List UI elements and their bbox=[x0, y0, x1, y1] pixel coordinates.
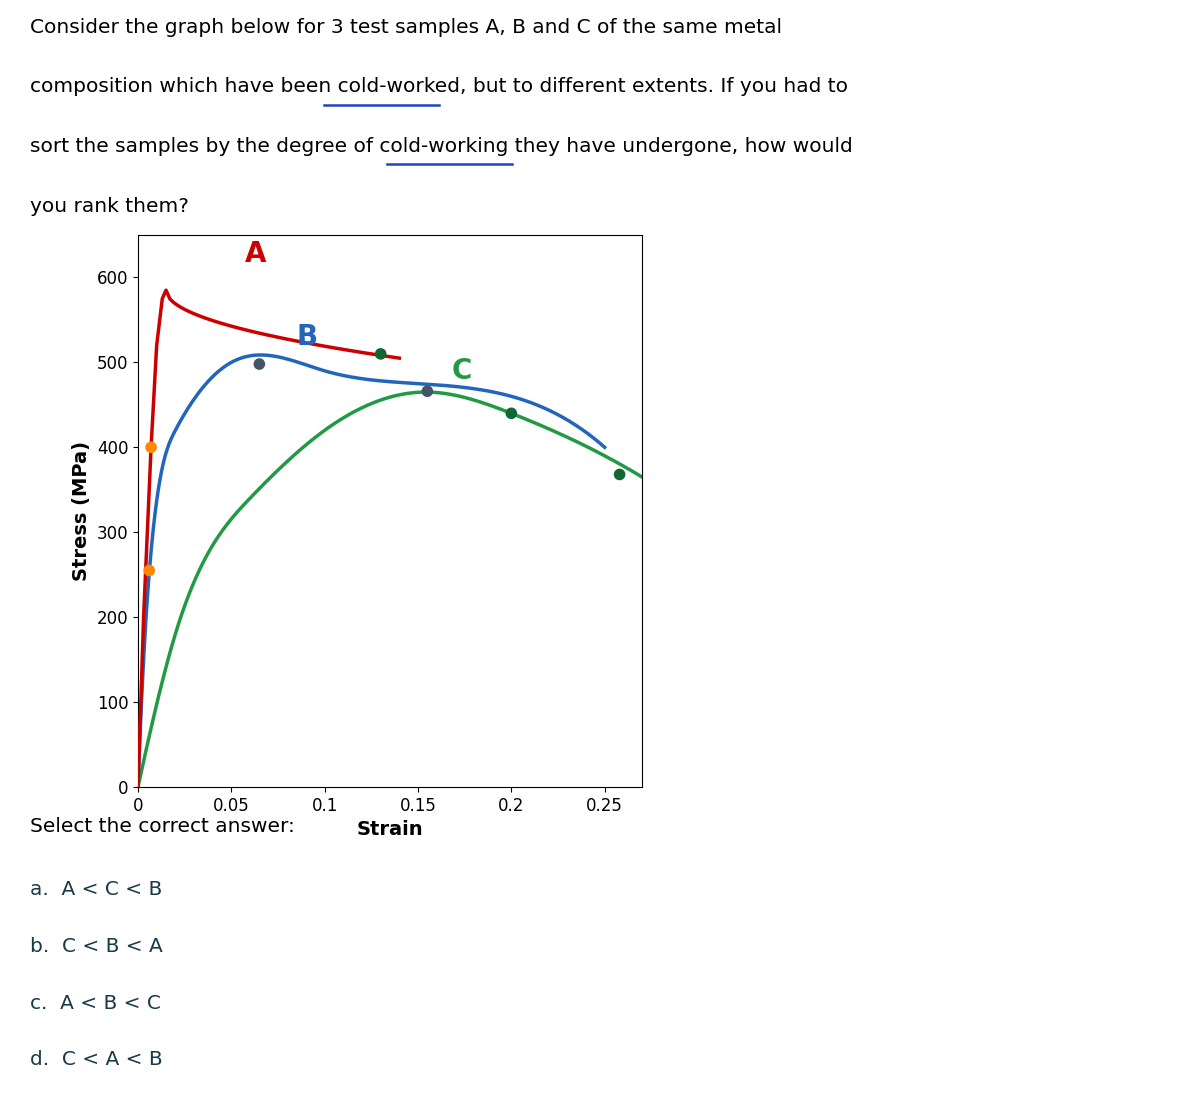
Text: A: A bbox=[245, 240, 266, 268]
X-axis label: Strain: Strain bbox=[356, 820, 424, 839]
Text: c.  A < B < C: c. A < B < C bbox=[30, 994, 161, 1012]
Point bbox=[371, 345, 390, 363]
Point bbox=[142, 438, 161, 456]
Y-axis label: Stress (MPa): Stress (MPa) bbox=[72, 440, 91, 581]
Point bbox=[250, 355, 269, 373]
Text: b.  C < B < A: b. C < B < A bbox=[30, 937, 163, 955]
Text: a.  A < C < B: a. A < C < B bbox=[30, 880, 162, 898]
Point bbox=[139, 562, 158, 579]
Point bbox=[610, 466, 629, 483]
Text: Select the correct answer:: Select the correct answer: bbox=[30, 818, 295, 836]
Text: C: C bbox=[451, 357, 472, 386]
Text: d.  C < A < B: d. C < A < B bbox=[30, 1050, 163, 1069]
Text: B: B bbox=[296, 324, 318, 351]
Text: you rank them?: you rank them? bbox=[30, 197, 188, 215]
Point bbox=[502, 404, 521, 422]
Point bbox=[418, 383, 437, 400]
Text: Consider the graph below for 3 test samples A, B and C of the same metal: Consider the graph below for 3 test samp… bbox=[30, 17, 782, 36]
Text: sort the samples by the degree of cold-working they have undergone, how would: sort the samples by the degree of cold-w… bbox=[30, 137, 853, 156]
Text: composition which have been cold-worked, but to different extents. If you had to: composition which have been cold-worked,… bbox=[30, 78, 848, 96]
